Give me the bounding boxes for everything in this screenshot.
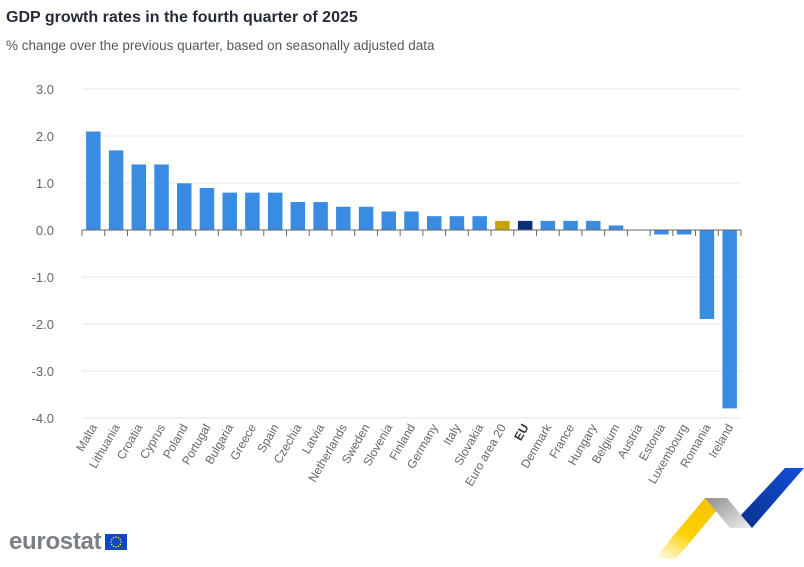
y-tick-label: -4.0: [32, 411, 54, 426]
flag-star: [111, 543, 113, 546]
flag-star: [115, 546, 118, 548]
flag-star: [111, 538, 113, 541]
bar-slovenia[interactable]: [381, 210, 397, 231]
flag-star: [110, 541, 113, 543]
eu-flag-icon: [105, 534, 128, 550]
bar-croatia[interactable]: [131, 163, 147, 231]
bar-hungary[interactable]: [585, 220, 602, 231]
bar-poland[interactable]: [176, 182, 193, 231]
bar-estonia[interactable]: [653, 229, 670, 235]
y-tick-label: -1.0: [32, 270, 54, 285]
chart-title: GDP growth rates in the fourth quarter o…: [6, 9, 358, 26]
bar-ireland[interactable]: [721, 229, 738, 409]
flag-star: [120, 541, 123, 543]
y-tick-label: 1.0: [36, 176, 54, 191]
bar-bulgaria[interactable]: [221, 192, 238, 231]
bar-romania[interactable]: [699, 229, 715, 320]
y-tick-label: -2.0: [32, 317, 54, 332]
bar-finland[interactable]: [403, 210, 420, 231]
bar-lithuania[interactable]: [108, 149, 124, 231]
y-tick-label: 0.0: [36, 223, 54, 238]
bar-belgium[interactable]: [608, 225, 624, 231]
flag-star: [119, 538, 122, 541]
bar-germany[interactable]: [426, 215, 442, 231]
eurostat-logo: eurostat: [9, 528, 128, 556]
bar-italy[interactable]: [449, 215, 465, 231]
bar-denmark[interactable]: [540, 220, 556, 231]
bar-eu[interactable]: [517, 220, 533, 231]
flag-star: [112, 545, 115, 548]
bar-greece[interactable]: [244, 192, 261, 231]
x-tick-label: EU: [511, 422, 531, 443]
y-tick-label: 3.0: [36, 82, 54, 97]
x-axis: [81, 229, 742, 236]
bar-euro-area-20[interactable]: [494, 220, 511, 231]
flag-star: [117, 536, 120, 539]
bar-latvia[interactable]: [312, 201, 329, 231]
bar-spain[interactable]: [267, 192, 283, 231]
grid-lines: [82, 88, 741, 419]
bar-netherlands[interactable]: [335, 206, 352, 231]
flag-star: [115, 536, 118, 538]
bar-luxembourg[interactable]: [676, 229, 692, 235]
flag-star: [119, 543, 122, 546]
chart-subtitle: % change over the previous quarter, base…: [6, 38, 435, 53]
decorative-ribbon: [654, 468, 804, 559]
x-tick-label: Italy: [440, 422, 463, 448]
bars: [85, 131, 738, 409]
flag-star: [112, 536, 115, 539]
bar-czechia[interactable]: [290, 201, 306, 231]
bar-cyprus[interactable]: [153, 163, 170, 231]
bar-slovakia[interactable]: [471, 215, 488, 231]
flag-star: [117, 545, 120, 548]
y-axis-ticks: 3.0 2.0 1.0 0.0 -1.0 -2.0 -3.0 -4.0: [32, 82, 54, 426]
bar-malta[interactable]: [85, 131, 102, 231]
bar-france[interactable]: [562, 220, 579, 231]
bar-sweden[interactable]: [358, 206, 374, 231]
y-tick-label: 2.0: [36, 129, 54, 144]
x-axis-labels: MaltaLithuaniaCroatiaCyprusPolandPortuga…: [73, 421, 736, 489]
y-tick-label: -3.0: [32, 364, 54, 379]
bar-portugal[interactable]: [199, 187, 215, 231]
logo-text: eurostat: [9, 528, 102, 555]
